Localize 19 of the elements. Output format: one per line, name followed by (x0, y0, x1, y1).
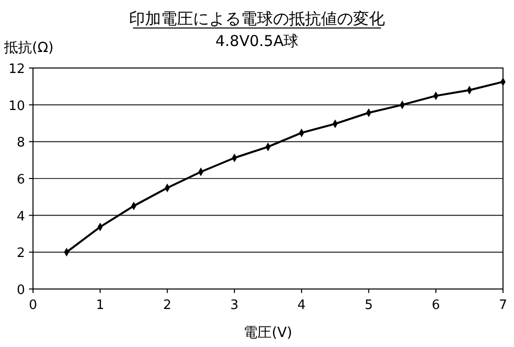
chart-subtitle: 4.8V0.5A球 (215, 32, 299, 50)
x-tick-label: 5 (364, 298, 373, 313)
y-tick-label: 8 (16, 136, 25, 151)
y-tick-label: 12 (8, 62, 25, 77)
x-tick-label: 2 (163, 298, 172, 313)
x-tick-label: 3 (230, 298, 239, 313)
x-tick-label: 1 (96, 298, 104, 313)
y-tick-label: 10 (8, 98, 25, 114)
y-tick-label: 6 (16, 172, 25, 188)
y-axis-title: 抵抗(Ω) (3, 40, 54, 56)
y-tick-label: 2 (16, 246, 25, 262)
x-axis-title: 電圧(V) (244, 325, 292, 341)
x-tick-label: 4 (297, 298, 306, 313)
chart-title: 印加電圧による電球の抵抗値の変化 (129, 9, 385, 28)
y-tick-label: 0 (16, 283, 25, 298)
x-tick-label: 7 (498, 298, 508, 313)
y-tick-label: 4 (16, 209, 25, 224)
x-tick-label: 0 (28, 298, 38, 313)
x-tick-label: 6 (432, 298, 440, 313)
